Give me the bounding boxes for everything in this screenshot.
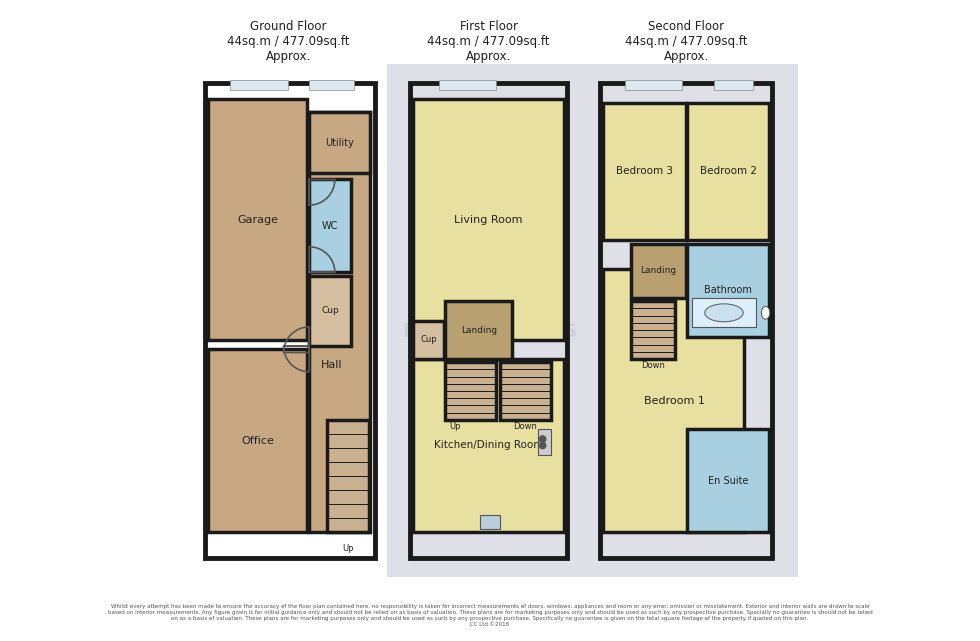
Text: Whilst every attempt has been made to ensure the accuracy of the floor plan cont: Whilst every attempt has been made to en…: [108, 604, 872, 626]
Text: Bedroom 2: Bedroom 2: [700, 167, 757, 176]
Text: Landing: Landing: [461, 326, 497, 335]
Bar: [631, 244, 685, 298]
Ellipse shape: [761, 306, 770, 319]
Ellipse shape: [705, 304, 743, 322]
Bar: [310, 112, 370, 532]
Text: Bedroom 3: Bedroom 3: [616, 167, 673, 176]
Text: Office: Office: [241, 436, 274, 445]
Text: Living Room: Living Room: [454, 215, 522, 224]
Bar: [439, 80, 497, 90]
Text: Down: Down: [641, 361, 664, 370]
Bar: [604, 269, 745, 532]
Text: Up: Up: [342, 544, 354, 553]
Bar: [631, 301, 674, 359]
Text: Ground Floor
44sq.m / 477.09sq.ft
Approx.: Ground Floor 44sq.m / 477.09sq.ft Approx…: [226, 20, 349, 63]
Bar: [500, 362, 551, 420]
Circle shape: [539, 442, 546, 449]
Bar: [310, 112, 370, 173]
Bar: [445, 301, 513, 359]
Bar: [687, 103, 769, 240]
Bar: [714, 80, 753, 90]
Bar: [480, 515, 500, 529]
Bar: [604, 103, 685, 240]
Bar: [414, 99, 564, 340]
Bar: [624, 80, 682, 90]
Text: Hall: Hall: [320, 360, 342, 370]
Bar: [310, 80, 354, 90]
Text: Second Floor
44sq.m / 477.09sq.ft
Approx.: Second Floor 44sq.m / 477.09sq.ft Approx…: [625, 20, 748, 63]
Bar: [414, 359, 564, 532]
Bar: [687, 429, 769, 532]
Bar: [387, 64, 798, 577]
Bar: [310, 276, 351, 346]
Text: BuckleyBrown
ESTATE AGENTS: BuckleyBrown ESTATE AGENTS: [403, 300, 577, 341]
Text: Cup: Cup: [321, 306, 339, 315]
Text: WC: WC: [321, 221, 338, 231]
Text: Landing: Landing: [640, 266, 676, 276]
Bar: [208, 99, 308, 340]
Bar: [410, 83, 566, 558]
Text: First Floor
44sq.m / 477.09sq.ft
Approx.: First Floor 44sq.m / 477.09sq.ft Approx.: [427, 20, 550, 63]
Text: Utility: Utility: [325, 138, 354, 147]
Bar: [601, 83, 772, 558]
Bar: [538, 429, 551, 455]
Text: Bathroom: Bathroom: [705, 285, 752, 295]
Text: Cup: Cup: [420, 335, 437, 344]
Text: Kitchen/Dining Room: Kitchen/Dining Room: [434, 440, 543, 451]
Text: En Suite: En Suite: [708, 476, 749, 486]
Bar: [208, 349, 308, 532]
Bar: [687, 244, 769, 337]
Bar: [205, 83, 374, 558]
Text: Down: Down: [514, 422, 537, 431]
Bar: [310, 179, 351, 272]
Bar: [692, 298, 756, 327]
Bar: [230, 80, 288, 90]
Bar: [326, 420, 369, 532]
Bar: [414, 320, 444, 359]
Circle shape: [539, 436, 546, 442]
Text: Up: Up: [449, 422, 461, 431]
Bar: [445, 362, 497, 420]
Text: Garage: Garage: [237, 215, 278, 224]
Text: Bedroom 1: Bedroom 1: [644, 395, 705, 406]
